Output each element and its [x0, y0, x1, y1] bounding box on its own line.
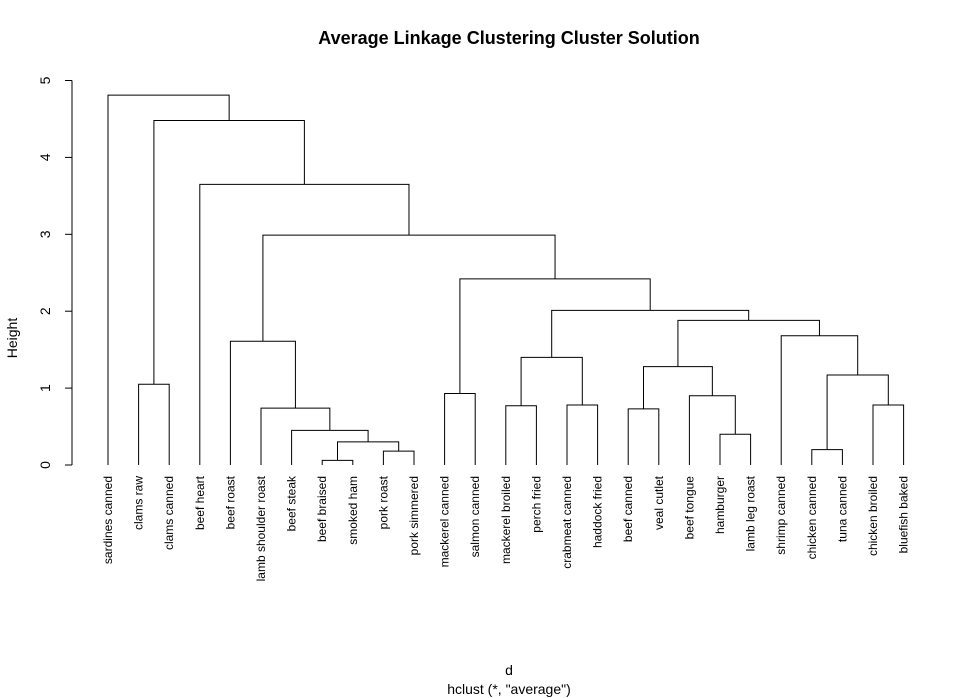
leaf-label: beef braised — [315, 476, 329, 542]
merge-branch — [551, 309, 750, 358]
leaf-label: beef steak — [285, 475, 299, 531]
merge-branch — [643, 366, 713, 409]
leaf-label: hamburger — [713, 476, 727, 534]
leaf-label: mackerel broiled — [499, 476, 513, 564]
merge-branch — [677, 319, 820, 367]
leaf-label: smoked ham — [346, 476, 360, 545]
merge-branch — [688, 395, 736, 465]
leaf-label: lamb leg roast — [744, 475, 758, 551]
leaf-label: sardines canned — [101, 476, 115, 564]
leaf-label: lamb shoulder roast — [254, 475, 268, 581]
leaf-label: mackerel canned — [438, 476, 452, 567]
merge-branch — [627, 408, 660, 465]
leaf-labels: sardines canned clams raw clams canned beef… — [101, 475, 911, 581]
y-axis-label: Height — [4, 318, 20, 359]
merge-branch — [459, 278, 651, 394]
merge-branch — [107, 94, 230, 465]
merge-branch — [262, 234, 556, 342]
merge-branch — [826, 374, 889, 450]
y-tick-label: 4 — [37, 153, 53, 161]
leaf-label: tuna canned — [835, 476, 849, 542]
leaf-label: beef tongue — [682, 476, 696, 540]
dendrogram-branches — [107, 94, 905, 465]
merge-branch — [719, 433, 752, 465]
merge-branch — [444, 392, 476, 465]
merge-branch — [566, 404, 599, 465]
merge-branch — [199, 183, 410, 465]
leaf-label: salmon canned — [468, 476, 482, 557]
y-tick-label: 3 — [37, 230, 53, 238]
leaf-label: perch fried — [529, 476, 543, 533]
leaf-label: pork simmered — [407, 476, 421, 555]
y-tick-label: 2 — [37, 307, 53, 315]
leaf-label: veal cutlet — [652, 475, 666, 530]
merge-branch — [520, 356, 583, 406]
leaf-label: chicken canned — [805, 476, 819, 559]
merge-branch — [260, 407, 331, 465]
merge-branch — [153, 119, 305, 385]
merge-branch — [780, 335, 859, 465]
merge-branch — [138, 383, 170, 465]
merge-branch — [811, 449, 843, 465]
x-axis-label: d — [505, 662, 513, 678]
leaf-label: shrimp canned — [774, 476, 788, 555]
leaf-label: pork roast — [376, 475, 390, 529]
merge-branch — [382, 450, 415, 465]
leaf-label: clams raw — [132, 476, 146, 530]
y-tick-label: 0 — [37, 461, 53, 469]
merge-branch — [321, 459, 354, 465]
leaf-label: crabmeat canned — [560, 476, 574, 569]
y-tick-label: 5 — [37, 76, 53, 84]
leaf-label: beef heart — [193, 475, 207, 530]
leaf-label: chicken broiled — [866, 476, 880, 556]
leaf-label: bluefish baked — [897, 476, 911, 553]
leaf-label: haddock fried — [591, 476, 605, 548]
method-label: hclust (*, "average") — [447, 681, 571, 697]
leaf-label: beef canned — [621, 476, 635, 542]
merge-branch — [505, 405, 537, 465]
chart-title: Average Linkage Clustering Cluster Solut… — [318, 28, 699, 48]
y-axis: 0 1 2 3 4 5 — [37, 76, 73, 469]
merge-branch — [872, 404, 905, 465]
y-tick-label: 1 — [37, 384, 53, 392]
merge-branch — [229, 340, 296, 465]
leaf-label: beef roast — [223, 475, 237, 529]
merge-branch — [291, 429, 369, 465]
leaf-label: clams canned — [162, 476, 176, 550]
